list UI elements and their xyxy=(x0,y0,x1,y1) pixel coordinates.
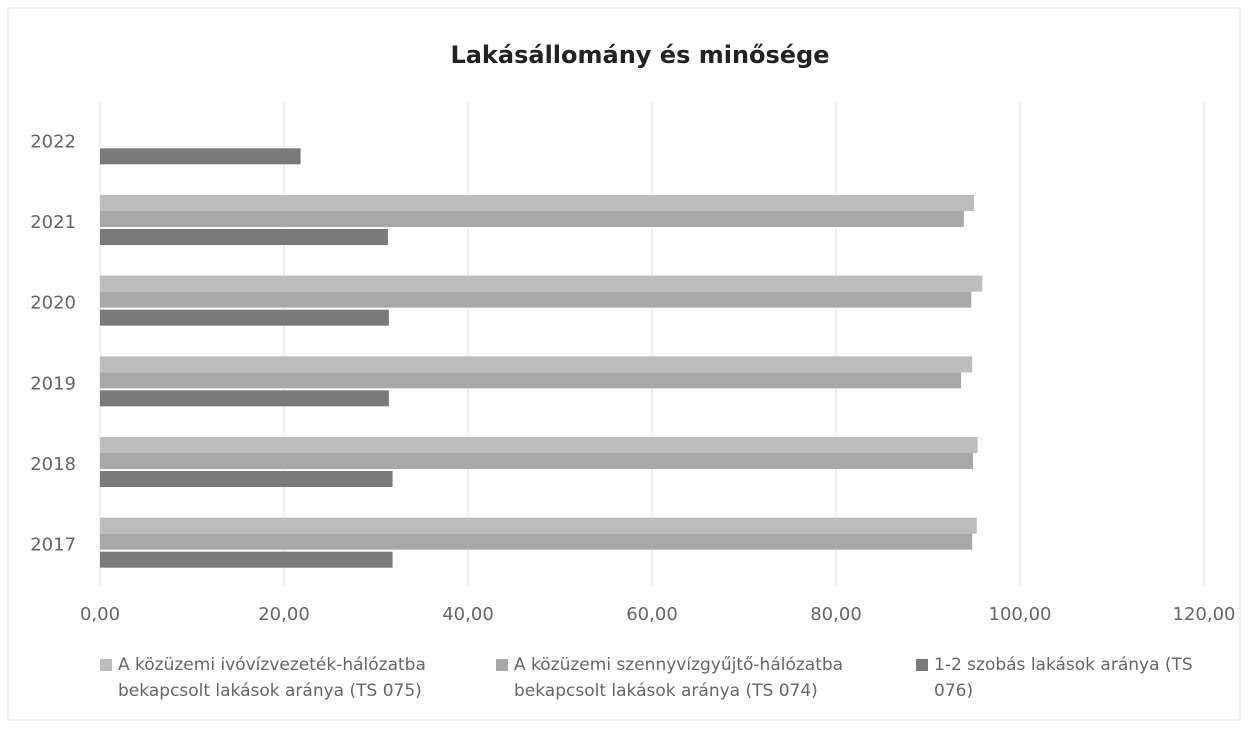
y-tick-label: 2021 xyxy=(30,212,76,233)
legend-label: 1-2 szobás lakások aránya (TS 076) xyxy=(934,655,1193,701)
bar xyxy=(100,437,978,453)
bar xyxy=(100,291,972,308)
bar xyxy=(100,309,389,326)
y-tick-label: 2017 xyxy=(30,535,76,556)
legend-label: A közüzemi szennyvízgyűjtő-hálózatba bek… xyxy=(514,655,844,701)
y-tick-label: 2022 xyxy=(30,131,76,152)
x-tick-label: 120,00 xyxy=(1173,604,1236,625)
legend-swatch xyxy=(916,659,928,671)
bar xyxy=(100,533,973,550)
bar xyxy=(100,390,389,407)
x-tick-label: 0,00 xyxy=(80,604,120,625)
bar xyxy=(100,148,301,165)
bar xyxy=(100,372,962,389)
bar xyxy=(100,356,973,373)
bar xyxy=(100,275,983,292)
x-tick-label: 20,00 xyxy=(258,604,310,625)
x-tick-label: 80,00 xyxy=(810,604,862,625)
legend-swatch xyxy=(496,659,508,671)
bar xyxy=(100,517,977,534)
legend-item: 1-2 szobás lakások aránya (TS 076) xyxy=(916,652,1216,704)
legend-swatch xyxy=(100,659,112,671)
y-tick-label: 2019 xyxy=(30,373,76,394)
bar xyxy=(100,551,393,568)
bar xyxy=(100,471,393,487)
legend-item: A közüzemi ivóvízvezeték-hálózatba bekap… xyxy=(100,652,480,704)
bar xyxy=(100,453,974,469)
chart-title: Lakásállomány és minősége xyxy=(450,41,829,69)
bar xyxy=(100,229,388,245)
bar xyxy=(100,211,964,227)
legend-item: A közüzemi szennyvízgyűjtő-hálózatba bek… xyxy=(496,652,886,704)
x-tick-label: 60,00 xyxy=(626,604,678,625)
legend-label: A közüzemi ivóvízvezeték-hálózatba bekap… xyxy=(118,655,426,701)
bar xyxy=(100,195,974,211)
x-tick-label: 40,00 xyxy=(442,604,494,625)
y-tick-label: 2020 xyxy=(30,293,76,314)
x-tick-label: 100,00 xyxy=(989,604,1052,625)
chart-border xyxy=(7,7,1241,721)
y-tick-label: 2018 xyxy=(30,454,76,475)
